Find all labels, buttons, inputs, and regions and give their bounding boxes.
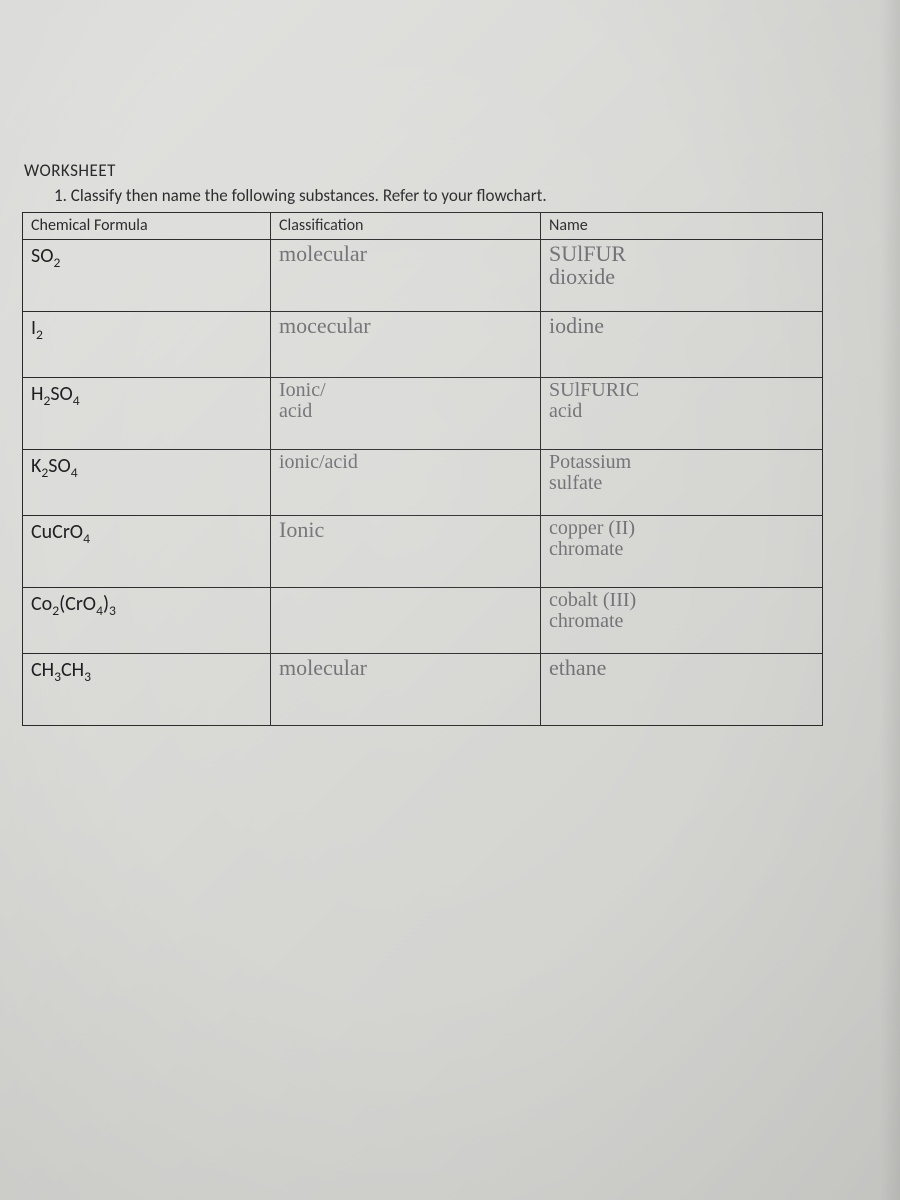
table-row: I2 mocecular iodine bbox=[23, 312, 823, 378]
cell-formula: K2SO4 bbox=[23, 450, 271, 516]
cell-formula: CuCrO4 bbox=[23, 516, 271, 588]
cell-name: cobalt (III) chromate bbox=[541, 588, 823, 654]
cell-formula: Co2(CrO4)3 bbox=[23, 588, 271, 654]
table-row: CuCrO4 Ionic copper (II) chromate bbox=[23, 516, 823, 588]
table-row: Co2(CrO4)3 cobalt (III) chromate bbox=[23, 588, 823, 654]
cell-classification: mocecular bbox=[271, 312, 541, 378]
cell-formula: SO2 bbox=[23, 240, 271, 312]
cell-classification: Ionic/ acid bbox=[271, 378, 541, 450]
col-header-classification: Classification bbox=[271, 213, 541, 240]
col-header-formula: Chemical Formula bbox=[23, 213, 271, 240]
cell-name: ethane bbox=[541, 654, 823, 726]
cell-name: Potassium sulfate bbox=[541, 450, 823, 516]
cell-formula: H2SO4 bbox=[23, 378, 271, 450]
worksheet-page: WORKSHEET 1. Classify then name the foll… bbox=[0, 0, 900, 1200]
cell-classification: molecular bbox=[271, 654, 541, 726]
cell-name: SUlFUR dioxide bbox=[541, 240, 823, 312]
cell-name: copper (II) chromate bbox=[541, 516, 823, 588]
right-edge-shadow bbox=[880, 0, 900, 1200]
cell-name: SUlFURIC acid bbox=[541, 378, 823, 450]
classification-table: Chemical Formula Classification Name SO2… bbox=[22, 212, 823, 726]
table-row: SO2 molecular SUlFUR dioxide bbox=[23, 240, 823, 312]
cell-classification bbox=[271, 588, 541, 654]
cell-formula: I2 bbox=[23, 312, 271, 378]
col-header-name: Name bbox=[541, 213, 823, 240]
cell-name: iodine bbox=[541, 312, 823, 378]
cell-classification: molecular bbox=[271, 240, 541, 312]
instruction-text: 1. Classify then name the following subs… bbox=[22, 185, 860, 206]
table-row: K2SO4 ionic/acid Potassium sulfate bbox=[23, 450, 823, 516]
cell-classification: Ionic bbox=[271, 516, 541, 588]
table-row: H2SO4 Ionic/ acid SUlFURIC acid bbox=[23, 378, 823, 450]
cell-classification: ionic/acid bbox=[271, 450, 541, 516]
table-body: SO2 molecular SUlFUR dioxide I2 mocecula… bbox=[23, 240, 823, 726]
cell-formula: CH3CH3 bbox=[23, 654, 271, 726]
table-header-row: Chemical Formula Classification Name bbox=[23, 213, 823, 240]
page-title: WORKSHEET bbox=[22, 160, 860, 181]
table-row: CH3CH3 molecular ethane bbox=[23, 654, 823, 726]
